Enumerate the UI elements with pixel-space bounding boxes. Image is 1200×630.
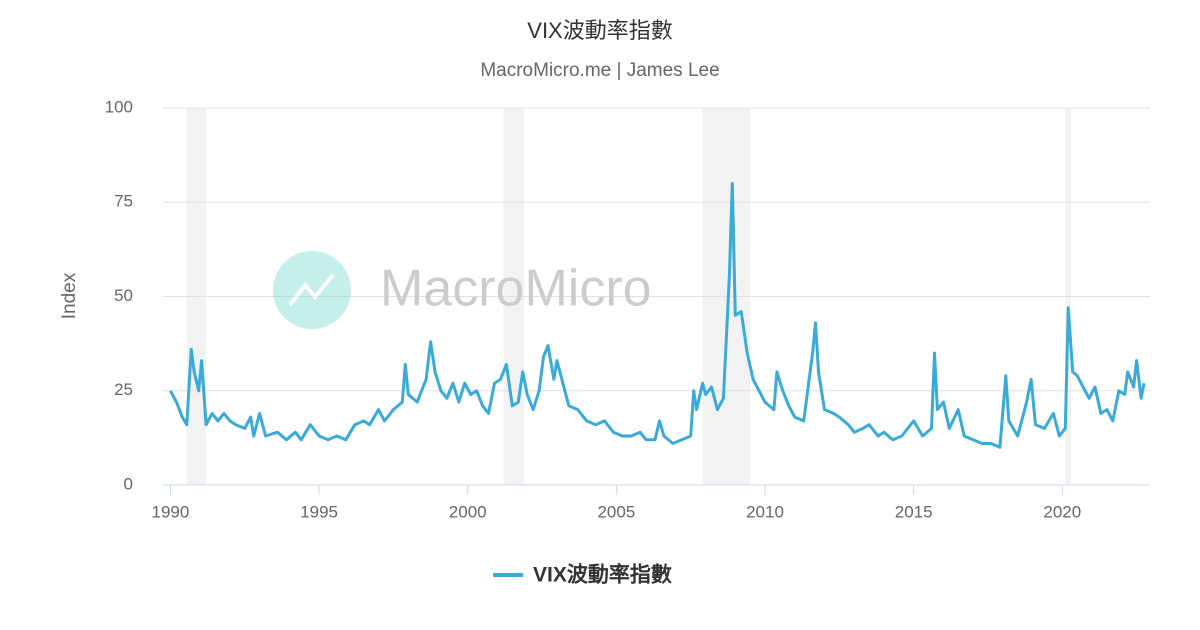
x-tick-label: 2000 <box>449 502 487 521</box>
x-tick-label: 2015 <box>895 502 933 521</box>
watermark-text: MacroMicro <box>380 260 652 318</box>
chart-subtitle: MacroMicro.me | James Lee <box>480 60 719 81</box>
legend-label: VIX波動率指數 <box>533 563 672 587</box>
y-axis-label: Index <box>59 272 80 319</box>
series-line <box>169 181 1146 449</box>
y-tick-label: 0 <box>124 474 133 493</box>
watermark-logo <box>273 251 351 329</box>
x-tick-label: 2020 <box>1043 502 1081 521</box>
chart-title: VIX波動率指數 <box>527 18 672 43</box>
x-tick-label: 1990 <box>152 502 190 521</box>
y-tick-label: 50 <box>114 286 133 305</box>
y-tick-label: 75 <box>114 192 133 211</box>
y-tick-label: 100 <box>105 97 133 116</box>
y-tick-label: 25 <box>114 380 133 399</box>
x-tick-label: 1995 <box>300 502 338 521</box>
x-tick-label: 2005 <box>597 502 635 521</box>
x-tick-label: 2010 <box>746 502 784 521</box>
